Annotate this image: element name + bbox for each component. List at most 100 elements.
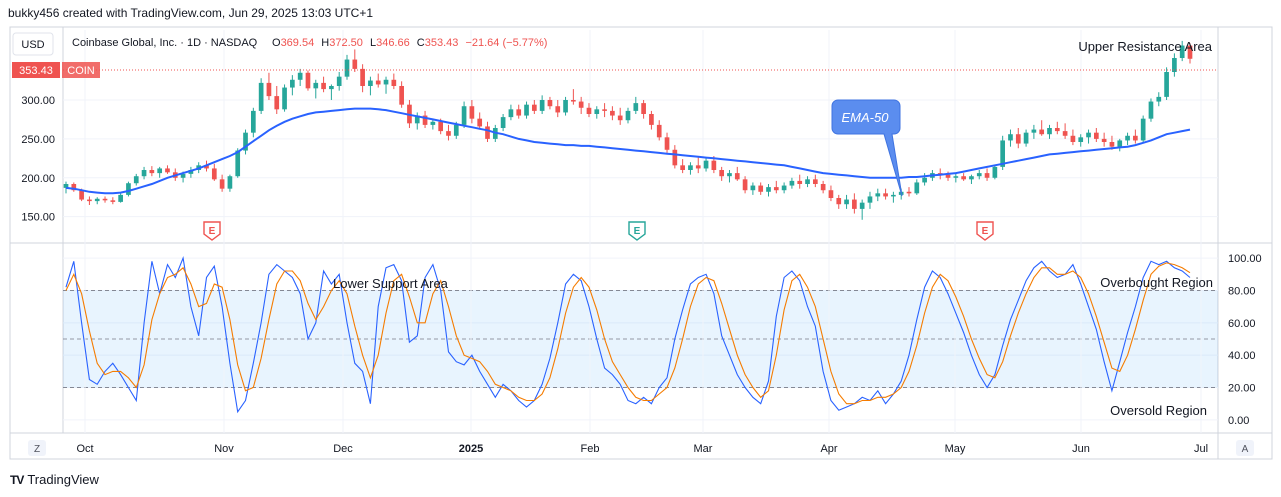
axis-labels: 300.00 250.00 200.00 150.00 100.00 80.00 60.00… xyxy=(21,95,1261,455)
candle-body xyxy=(516,109,522,116)
zoom-button[interactable] xyxy=(28,440,46,456)
candle-body xyxy=(204,165,209,169)
earnings-marker-label: E xyxy=(209,226,216,237)
candle-body xyxy=(422,115,428,125)
candle-body xyxy=(656,124,662,138)
time-tick-label: Jun xyxy=(1072,443,1090,455)
earnings-marker-label: E xyxy=(982,226,989,237)
osc-tick-label: 0.00 xyxy=(1228,415,1249,427)
candle-body xyxy=(727,173,732,177)
candle-body xyxy=(290,79,295,88)
candle-body xyxy=(1148,101,1154,119)
candle-body xyxy=(805,179,810,184)
candle-body xyxy=(352,59,358,69)
candle-body xyxy=(1039,129,1045,135)
candle-body xyxy=(524,104,529,116)
price-tick-label: 250.00 xyxy=(21,134,55,146)
candle-body xyxy=(1164,72,1169,97)
ticker-tag-label: COIN xyxy=(67,65,95,77)
earnings-marker[interactable] xyxy=(976,221,994,241)
candle-body xyxy=(1000,140,1006,167)
candle-body xyxy=(1031,129,1037,133)
candle-body xyxy=(94,198,100,202)
candle-body xyxy=(664,137,670,150)
stochastic-series xyxy=(65,256,1191,414)
candle-body xyxy=(555,106,561,113)
candle-body xyxy=(1078,137,1084,142)
tradingview-brand[interactable]: TV TradingView xyxy=(10,472,99,487)
candle-body xyxy=(734,173,740,180)
candle-body xyxy=(274,96,280,110)
lower-support-label: Lower Support Area xyxy=(333,276,449,291)
earnings-marker[interactable] xyxy=(628,221,646,241)
candle-body xyxy=(446,131,451,136)
candle-body xyxy=(266,82,272,97)
candle-body xyxy=(430,121,436,125)
candle-body xyxy=(219,179,225,189)
candle-body xyxy=(383,79,389,85)
upper-resistance-label: Upper Resistance Area xyxy=(1078,39,1212,54)
candle-body xyxy=(649,114,654,125)
candle-body xyxy=(149,170,155,174)
candle-body xyxy=(321,82,326,90)
symbol-description: Coinbase Global, Inc. · 1D · NASDAQ xyxy=(72,37,258,49)
candle-body xyxy=(1047,128,1052,135)
candle-body xyxy=(1133,135,1138,141)
candle-body xyxy=(368,80,373,86)
overbought-label: Overbought Region xyxy=(1100,275,1213,290)
candle-body xyxy=(610,110,615,116)
candle-body xyxy=(891,194,896,197)
candle-body xyxy=(1101,138,1107,142)
candle-body xyxy=(766,187,771,192)
currency-box[interactable] xyxy=(12,32,54,56)
candle-body xyxy=(961,176,966,180)
candle-body xyxy=(1187,45,1193,59)
osc-tick-label: 80.00 xyxy=(1228,285,1256,297)
candle-body xyxy=(461,106,467,125)
candle-body xyxy=(852,199,857,209)
ticker-tag xyxy=(62,62,100,78)
candle-body xyxy=(305,72,311,89)
osc-tick-label: 60.00 xyxy=(1228,318,1256,330)
candle-body xyxy=(1093,132,1099,139)
time-tick-label: Nov xyxy=(214,443,234,455)
time-tick-label: Apr xyxy=(820,443,837,455)
stoch-d-line xyxy=(65,262,1191,405)
candle-body xyxy=(500,117,506,128)
candle-body xyxy=(641,103,646,114)
candle-body xyxy=(773,187,779,191)
candle-body xyxy=(828,190,834,198)
candle-body xyxy=(695,165,701,169)
earnings-marker[interactable] xyxy=(203,221,221,241)
tradingview-logo-icon: TV xyxy=(10,472,24,487)
candle-body xyxy=(906,191,912,194)
candle-body xyxy=(227,176,233,189)
candle-body xyxy=(102,198,108,201)
candle-body xyxy=(243,132,248,151)
price-tag-value: 353.43 xyxy=(19,65,53,77)
price-tick-label: 200.00 xyxy=(21,173,55,185)
candle-body xyxy=(329,86,334,90)
candle-body xyxy=(258,82,264,111)
author-credit: bukky456 created with TradingView.com, J… xyxy=(8,6,373,20)
ema-50-callout[interactable] xyxy=(831,99,903,197)
time-tick-label: May xyxy=(945,443,966,455)
candle-body xyxy=(453,124,459,136)
candle-body xyxy=(188,170,194,174)
candle-body xyxy=(586,107,592,114)
candle-body xyxy=(360,68,365,86)
candle-body xyxy=(547,100,553,107)
candle-body xyxy=(485,126,490,139)
candle-body xyxy=(797,180,803,184)
auto-scale-button[interactable] xyxy=(1236,440,1254,456)
candle-body xyxy=(1062,131,1068,136)
candle-body xyxy=(711,160,717,170)
candle-body xyxy=(344,59,350,77)
candle-body xyxy=(414,115,420,124)
candle-body xyxy=(1008,134,1013,141)
candle-body xyxy=(914,182,920,194)
candle-body xyxy=(563,100,568,113)
candle-body xyxy=(571,100,576,102)
